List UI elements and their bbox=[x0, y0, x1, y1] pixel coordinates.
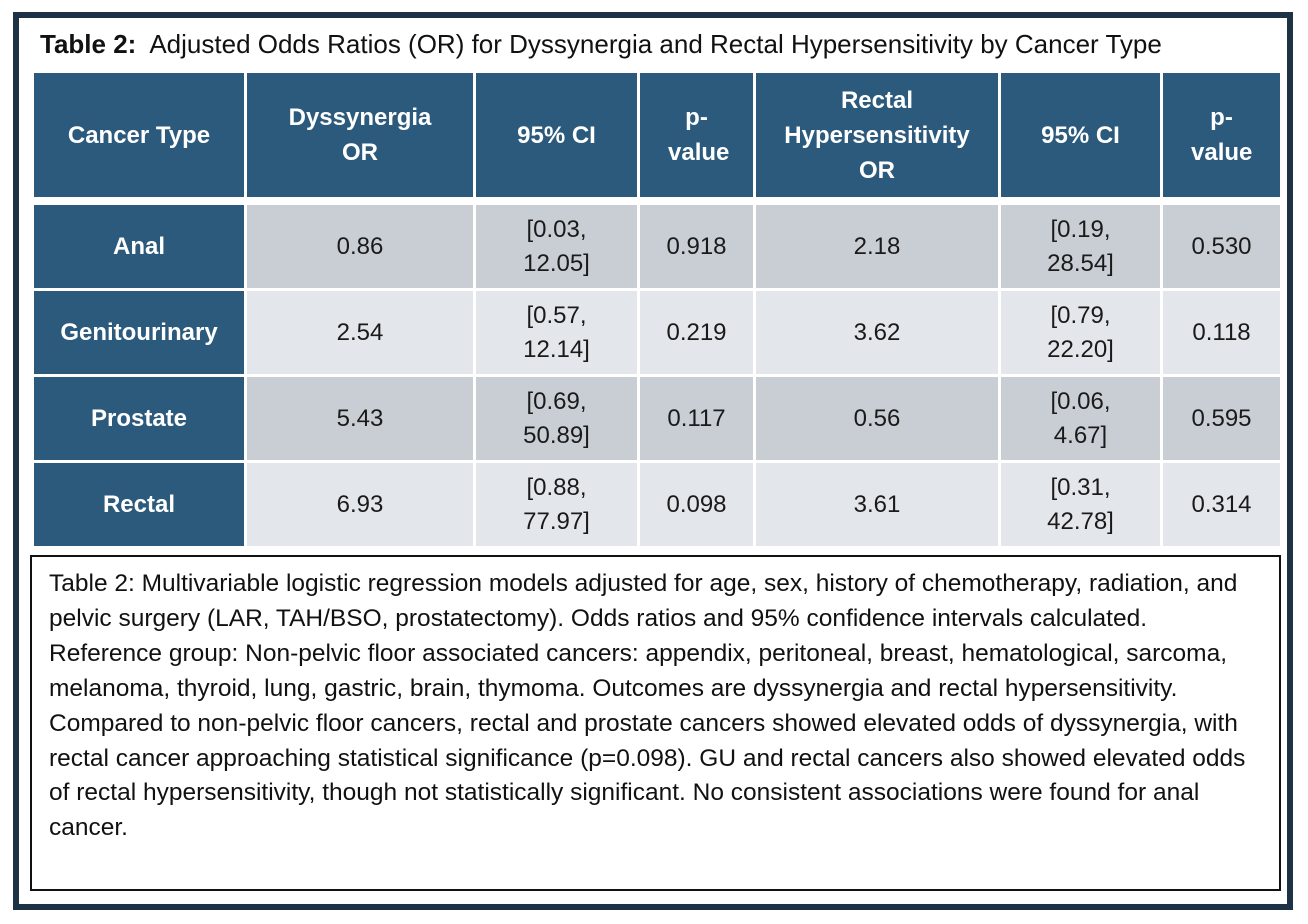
dyssynergia-or-cell: 5.43 bbox=[247, 377, 473, 460]
hypersensitivity-or-cell: 3.61 bbox=[756, 463, 998, 546]
dyssynergia-or-cell: 6.93 bbox=[247, 463, 473, 546]
table-row: Prostate 5.43 [0.69, 50.89] 0.117 0.56 [… bbox=[34, 377, 1280, 460]
hypersensitivity-p-value-cell: 0.530 bbox=[1163, 205, 1280, 288]
hypersensitivity-ci-cell: [0.31, 42.78] bbox=[1001, 463, 1160, 546]
hypersensitivity-p-value-cell: 0.118 bbox=[1163, 291, 1280, 374]
dyssynergia-ci-cell: [0.03, 12.05] bbox=[476, 205, 637, 288]
hypersensitivity-ci-cell: [0.79, 22.20] bbox=[1001, 291, 1160, 374]
header-cancer-type: Cancer Type bbox=[34, 73, 244, 202]
odds-ratio-table: Cancer Type Dyssynergia OR 95% CI p-valu… bbox=[31, 70, 1283, 549]
header-dyssynergia-ci: 95% CI bbox=[476, 73, 637, 202]
table-title-text: Adjusted Odds Ratios (OR) for Dyssynergi… bbox=[149, 29, 1162, 59]
hypersensitivity-ci-cell: [0.06, 4.67] bbox=[1001, 377, 1160, 460]
table-title: Table 2: Adjusted Odds Ratios (OR) for D… bbox=[40, 26, 1162, 62]
dyssynergia-p-value-cell: 0.098 bbox=[640, 463, 753, 546]
header-dyssynergia-p-value: p-value bbox=[640, 73, 753, 202]
table-caption: Table 2: Multivariable logistic regressi… bbox=[30, 555, 1281, 891]
row-cancer-type: Genitourinary bbox=[34, 291, 244, 374]
header-hypersensitivity-ci: 95% CI bbox=[1001, 73, 1160, 202]
dyssynergia-p-value-cell: 0.918 bbox=[640, 205, 753, 288]
dyssynergia-or-cell: 0.86 bbox=[247, 205, 473, 288]
header-dyssynergia-or: Dyssynergia OR bbox=[247, 73, 473, 202]
dyssynergia-ci-cell: [0.57, 12.14] bbox=[476, 291, 637, 374]
dyssynergia-p-value-cell: 0.219 bbox=[640, 291, 753, 374]
row-cancer-type: Prostate bbox=[34, 377, 244, 460]
dyssynergia-or-cell: 2.54 bbox=[247, 291, 473, 374]
hypersensitivity-or-cell: 2.18 bbox=[756, 205, 998, 288]
header-hypersensitivity-p-value: p-value bbox=[1163, 73, 1280, 202]
header-rectal-hypersensitivity-or: Rectal Hypersensitivity OR bbox=[756, 73, 998, 202]
hypersensitivity-p-value-cell: 0.595 bbox=[1163, 377, 1280, 460]
header-row: Cancer Type Dyssynergia OR 95% CI p-valu… bbox=[34, 73, 1280, 202]
table-row: Genitourinary 2.54 [0.57, 12.14] 0.219 3… bbox=[34, 291, 1280, 374]
dyssynergia-p-value-cell: 0.117 bbox=[640, 377, 753, 460]
dyssynergia-ci-cell: [0.69, 50.89] bbox=[476, 377, 637, 460]
hypersensitivity-or-cell: 3.62 bbox=[756, 291, 998, 374]
hypersensitivity-p-value-cell: 0.314 bbox=[1163, 463, 1280, 546]
dyssynergia-ci-cell: [0.88, 77.97] bbox=[476, 463, 637, 546]
hypersensitivity-or-cell: 0.56 bbox=[756, 377, 998, 460]
table-row: Rectal 6.93 [0.88, 77.97] 0.098 3.61 [0.… bbox=[34, 463, 1280, 546]
table-title-label: Table 2: bbox=[40, 29, 137, 59]
table-row: Anal 0.86 [0.03, 12.05] 0.918 2.18 [0.19… bbox=[34, 205, 1280, 288]
row-cancer-type: Rectal bbox=[34, 463, 244, 546]
hypersensitivity-ci-cell: [0.19, 28.54] bbox=[1001, 205, 1160, 288]
row-cancer-type: Anal bbox=[34, 205, 244, 288]
